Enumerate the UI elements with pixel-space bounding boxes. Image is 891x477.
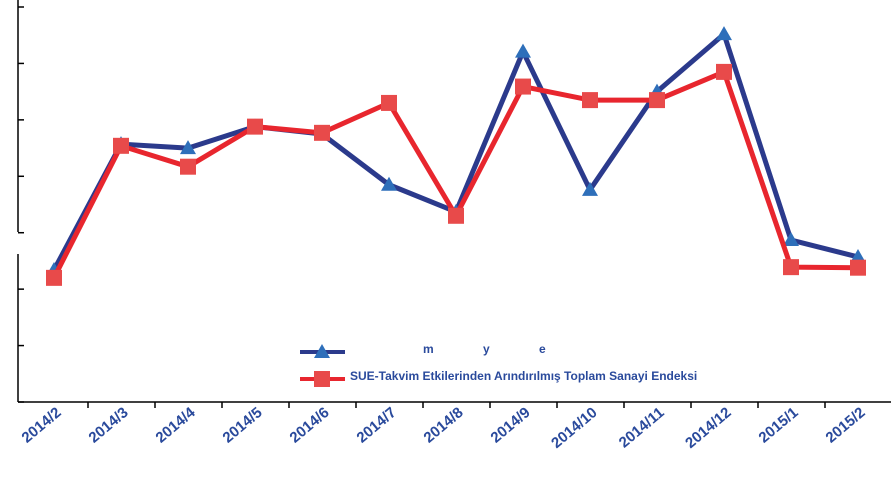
marker (448, 207, 464, 224)
marker (582, 181, 598, 196)
marker (716, 63, 732, 80)
x-tick-label: 2014/10 (548, 404, 600, 452)
marker (180, 158, 196, 175)
marker (649, 92, 665, 109)
x-tick-label: 2014/7 (353, 404, 399, 447)
marker (113, 137, 129, 154)
marker (515, 78, 531, 95)
marker (716, 26, 732, 41)
marker (247, 118, 263, 135)
marker (180, 140, 196, 155)
series-line (51, 69, 859, 279)
x-tick-label: 2015/1 (755, 404, 801, 447)
marker (850, 259, 866, 276)
x-tick-label: 2014/5 (219, 404, 265, 447)
marker (46, 269, 62, 286)
marker (850, 248, 866, 263)
marker (515, 43, 531, 58)
marker (314, 124, 330, 141)
series-line (51, 31, 859, 272)
marker (381, 176, 397, 191)
x-tick-label: 2015/2 (822, 404, 868, 447)
x-tick-label: 2014/9 (487, 404, 533, 447)
x-tick-label: 2014/8 (420, 404, 466, 447)
marker (314, 371, 330, 387)
marker (783, 259, 799, 276)
occlusion (0, 232, 74, 254)
marker (381, 94, 397, 111)
legend-label: SUE-Takvim Etkilerinden Arındırılmış Top… (350, 369, 697, 383)
x-tick-label: 2014/3 (85, 404, 131, 447)
marker (582, 92, 598, 109)
legend-label: m y e (423, 342, 546, 356)
marker (783, 232, 799, 247)
x-tick-label: 2014/11 (616, 404, 668, 451)
x-tick-label: 2014/12 (682, 404, 734, 452)
x-tick-label: 2014/2 (18, 404, 64, 447)
x-tick-label: 2014/6 (286, 404, 332, 447)
marker (314, 344, 330, 358)
x-tick-label: 2014/4 (152, 404, 199, 447)
